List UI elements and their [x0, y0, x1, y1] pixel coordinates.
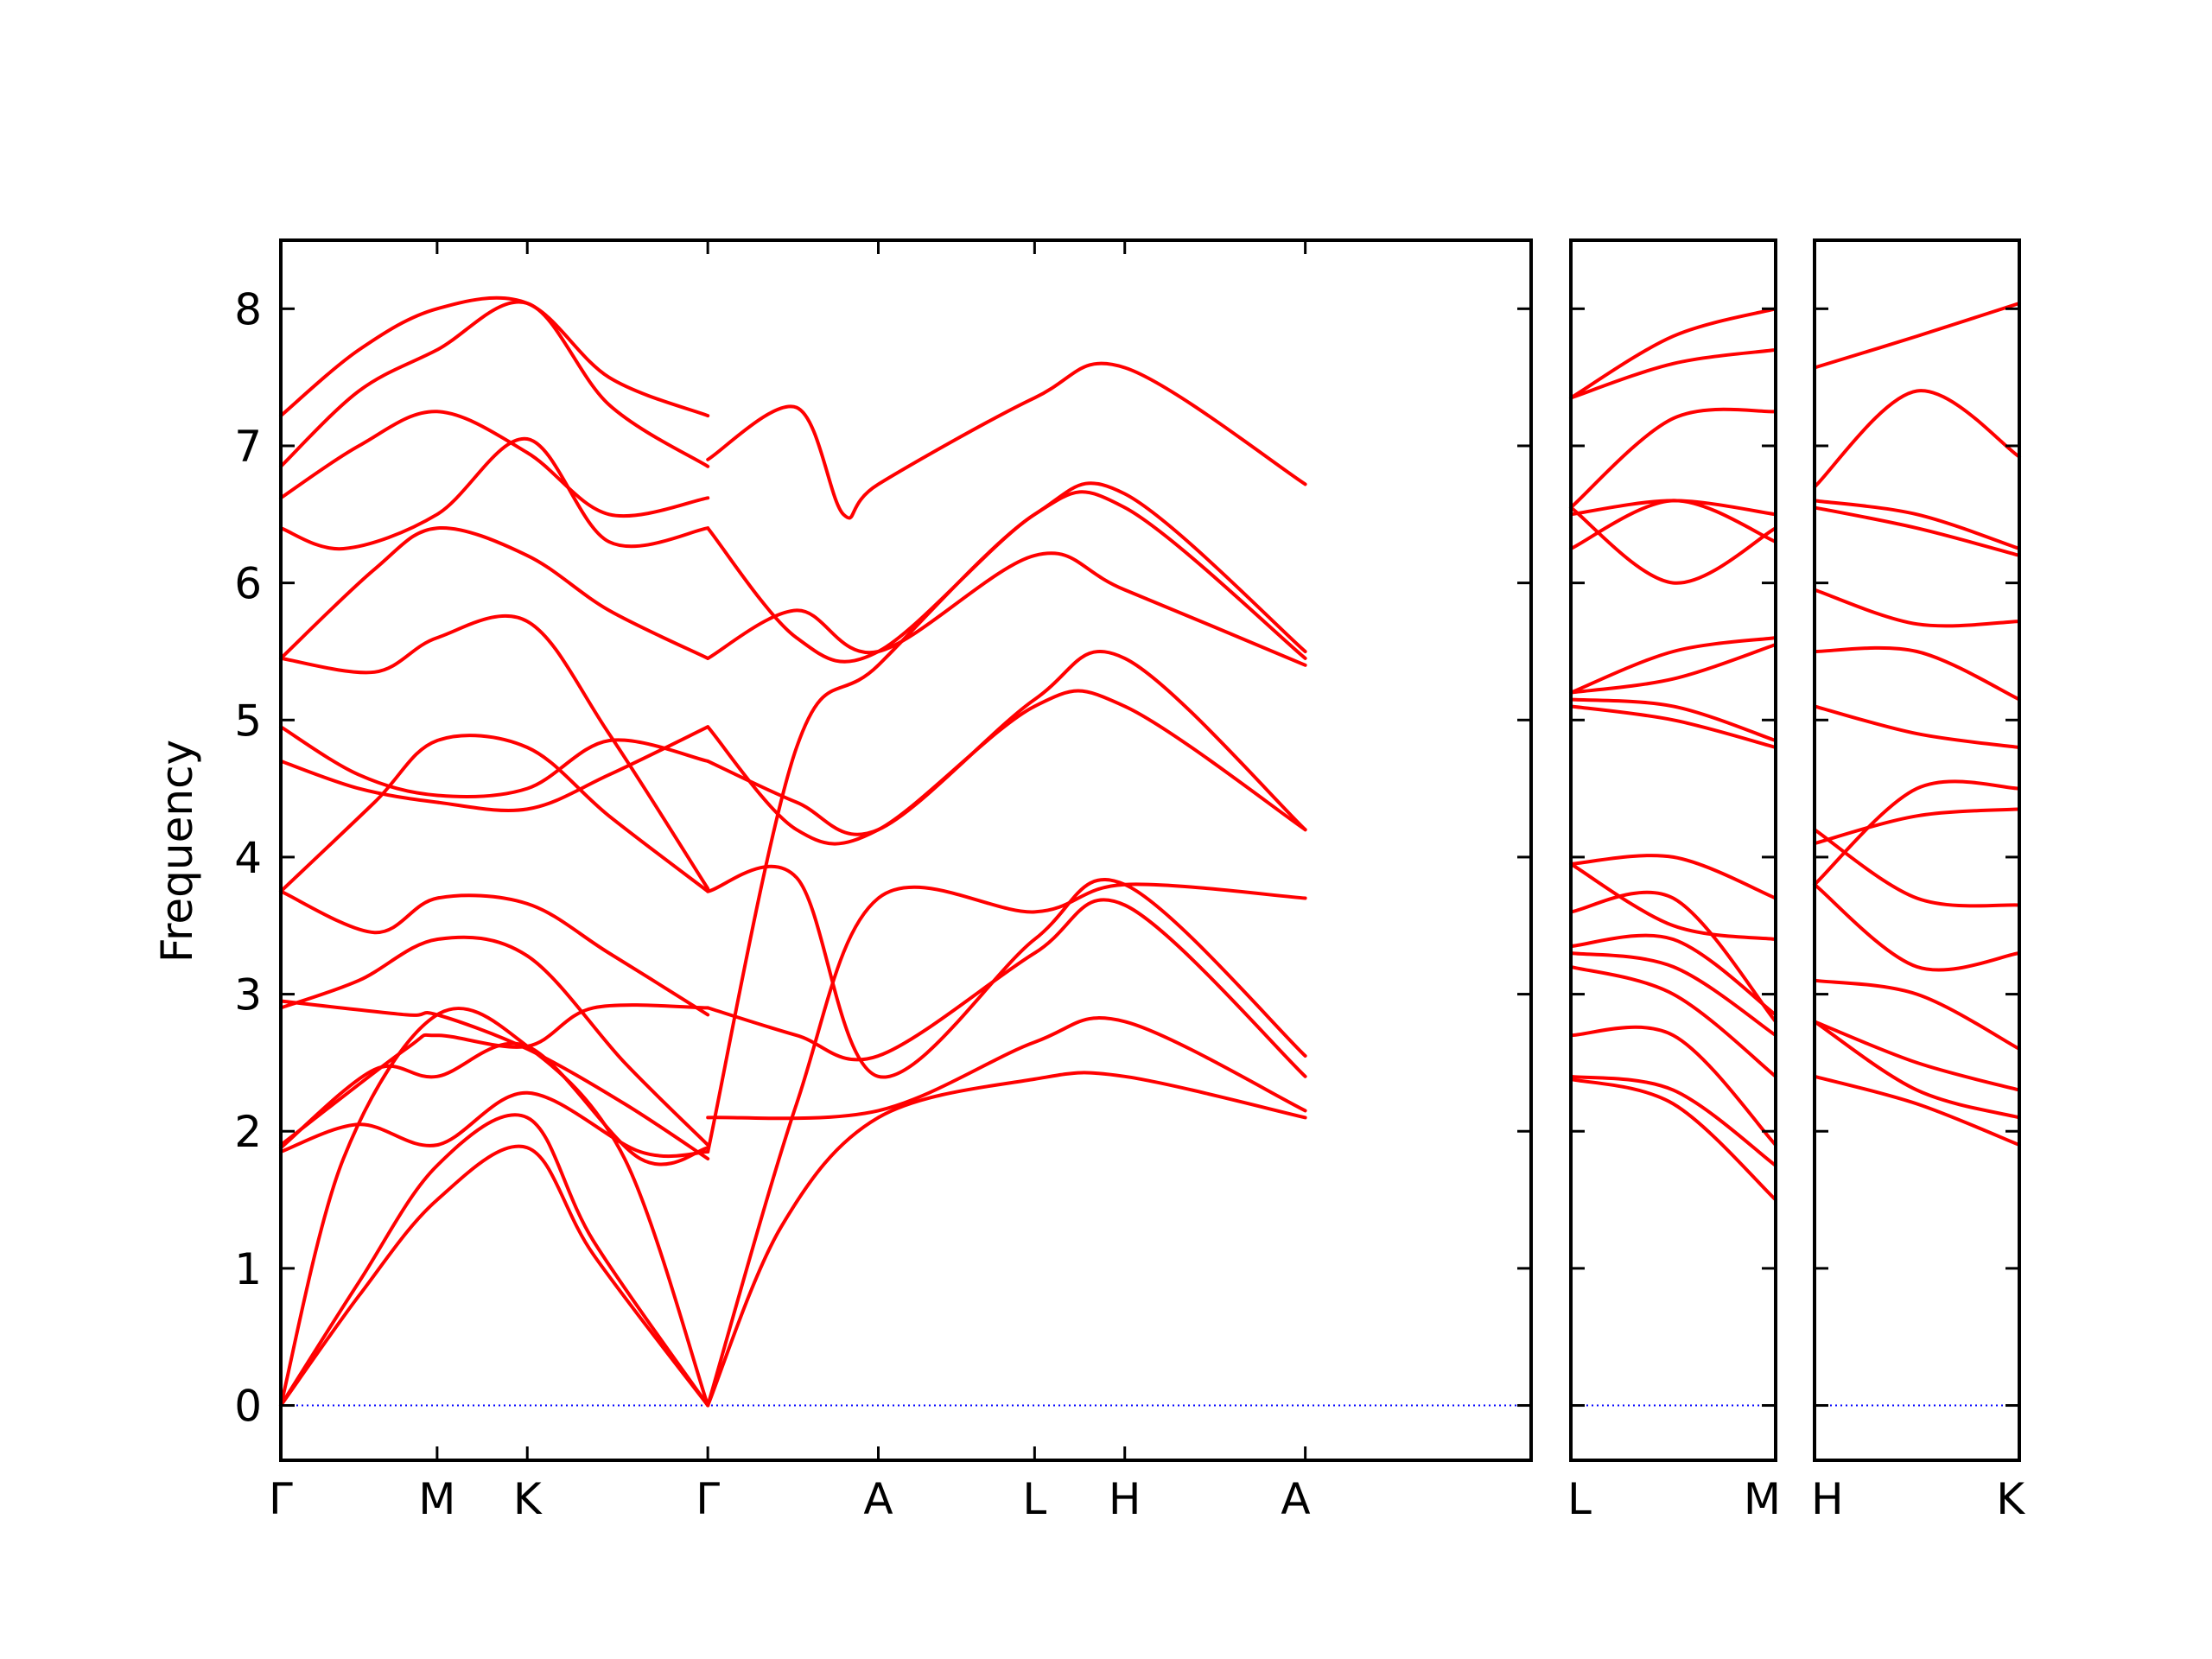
- y-tick-label: 6: [234, 559, 262, 609]
- y-axis: 0 1 2 3 4 5 6 7 8: [234, 284, 262, 1431]
- phonon-band-H-K-2: [1813, 1020, 2021, 1120]
- phonon-band-H-K-9: [1813, 704, 2021, 749]
- y-tick-label: 8: [234, 284, 262, 334]
- x-tick-label: L: [1567, 1474, 1592, 1524]
- x-tick-label: Γ: [269, 1474, 293, 1524]
- phonon-band-H-K-3: [1813, 1020, 2021, 1092]
- phonon-band-main-18: [279, 296, 710, 418]
- phonon-band-L-M-9: [1569, 854, 1777, 900]
- phonon-band-main-3: [279, 1007, 710, 1408]
- phonon-band-H-K-5: [1813, 882, 2021, 972]
- x-tick-label: A: [863, 1474, 893, 1524]
- phonon-band-L-M-8: [1569, 861, 1777, 942]
- phonon-band-main-22: [706, 898, 1307, 1078]
- y-tick-label: 3: [234, 970, 262, 1020]
- phonon-band-L-M-3: [1569, 1025, 1777, 1147]
- phonon-band-L-M-10: [1569, 704, 1777, 749]
- phonon-band-L-M-12: [1569, 643, 1777, 695]
- phonon-band-main-20: [706, 882, 1307, 1408]
- plot-frame-main: [279, 238, 1533, 1462]
- plot-frame-H-K: [1813, 238, 2021, 1462]
- phonon-band-H-K-7: [1813, 807, 2021, 846]
- phonon-band-main-1: [279, 1144, 710, 1408]
- phonon-band-L-M-15: [1569, 499, 1777, 517]
- phonon-band-main-16: [279, 410, 710, 518]
- phonon-band-L-M-17: [1569, 407, 1777, 510]
- phonon-band-main-19: [706, 1071, 1307, 1408]
- y-tick-label: 2: [234, 1107, 262, 1157]
- y-tick-label: 7: [234, 422, 262, 472]
- phonon-band-L-M-18: [1569, 347, 1777, 400]
- phonon-band-main-8: [279, 999, 710, 1160]
- phonon-band-main-26: [706, 551, 1307, 667]
- x-tick-label: A: [1281, 1474, 1310, 1524]
- phonon-band-H-K-12: [1813, 505, 2021, 557]
- y-axis-label: Frequency: [152, 740, 202, 963]
- phonon-band-H-K-15: [1813, 302, 2021, 370]
- phonon-band-H-K-1: [1813, 1074, 2021, 1147]
- phonon-band-main-29: [706, 1016, 1307, 1121]
- phonon-band-L-M-7: [1569, 890, 1777, 1024]
- phonon-band-main-6: [279, 1003, 710, 1147]
- phonon-band-L-M-5: [1569, 951, 1777, 1038]
- phonon-band-main-5: [279, 1041, 710, 1166]
- phonon-band-main-25: [706, 689, 1307, 846]
- x-tick-label: H: [1811, 1474, 1844, 1524]
- x-tick-label: Γ: [696, 1474, 720, 1524]
- x-tick-label: M: [1744, 1474, 1781, 1524]
- phonon-band-L-M-1: [1569, 1077, 1777, 1202]
- y-tick-label: 4: [234, 833, 262, 883]
- phonon-band-H-K-10: [1813, 645, 2021, 702]
- phonon-band-L-M-19: [1569, 307, 1777, 400]
- phonon-band-H-K-13: [1813, 499, 2021, 550]
- phonon-band-L-M-13: [1569, 636, 1777, 695]
- phonon-band-main-9: [279, 889, 710, 1017]
- phonon-band-main-7: [279, 935, 710, 1147]
- plot-frame-L-M: [1569, 238, 1777, 1462]
- x-tick-label: K: [1996, 1474, 2025, 1524]
- x-tick-label: L: [1022, 1474, 1046, 1524]
- y-tick-label: 0: [234, 1382, 262, 1432]
- phonon-band-H-K-4: [1813, 978, 2021, 1051]
- phonon-band-L-M-2: [1569, 1074, 1777, 1167]
- phonon-band-main-28: [706, 361, 1307, 520]
- phonon-band-main-15: [279, 436, 710, 551]
- phonon-band-H-K-11: [1813, 588, 2021, 628]
- phonon-band-main-17: [279, 300, 710, 468]
- phonon-band-L-M-11: [1569, 697, 1777, 743]
- phonon-band-main-12: [279, 725, 710, 798]
- phonon-band-L-M-6: [1569, 933, 1777, 1017]
- x-tick-label: K: [513, 1474, 543, 1524]
- phonon-band-main-21: [706, 490, 1307, 1154]
- y-tick-label: 5: [234, 696, 262, 746]
- phonon-band-main-14: [279, 525, 710, 660]
- phonon-band-main-23: [706, 864, 1307, 1079]
- phonon-band-main-10: [279, 734, 710, 893]
- phonon-band-main-13: [279, 613, 710, 891]
- phonon-band-main-4: [279, 1090, 710, 1159]
- phonon-band-H-K-14: [1813, 389, 2021, 489]
- y-tick-label: 1: [234, 1244, 262, 1294]
- x-tick-label: H: [1109, 1474, 1141, 1524]
- phonon-band-main-2: [279, 1113, 710, 1408]
- phonon-band-H-K-8: [1813, 779, 2021, 887]
- x-tick-label: M: [418, 1474, 455, 1524]
- phonon-band-L-M-4: [1569, 964, 1777, 1078]
- phonon-band-main-27: [706, 481, 1307, 664]
- phonon-band-H-K-6: [1813, 828, 2021, 908]
- phonon-band-L-M-16: [1569, 505, 1777, 585]
